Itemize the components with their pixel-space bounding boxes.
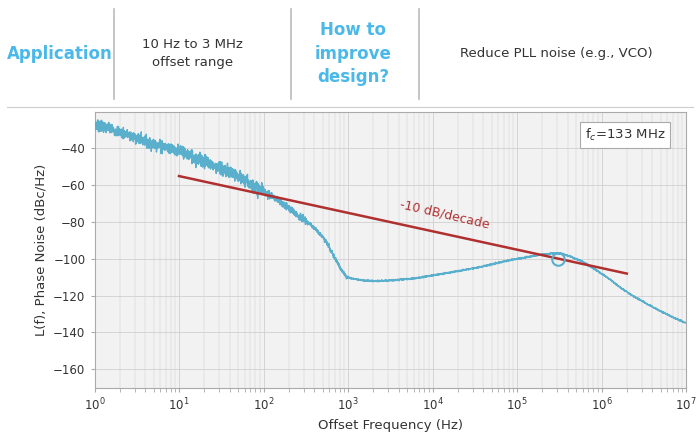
Text: How to
improve
design?: How to improve design? bbox=[315, 21, 392, 86]
X-axis label: Offset Frequency (Hz): Offset Frequency (Hz) bbox=[318, 419, 463, 432]
Text: Reduce PLL noise (e.g., VCO): Reduce PLL noise (e.g., VCO) bbox=[460, 47, 653, 60]
Y-axis label: L(f), Phase Noise (dBc/Hz): L(f), Phase Noise (dBc/Hz) bbox=[35, 163, 48, 336]
Text: 10 Hz to 3 MHz
offset range: 10 Hz to 3 MHz offset range bbox=[142, 38, 243, 69]
Text: f$_c$=133 MHz: f$_c$=133 MHz bbox=[584, 127, 665, 143]
Text: -10 dB/decade: -10 dB/decade bbox=[399, 198, 491, 231]
Text: Application: Application bbox=[6, 45, 113, 63]
